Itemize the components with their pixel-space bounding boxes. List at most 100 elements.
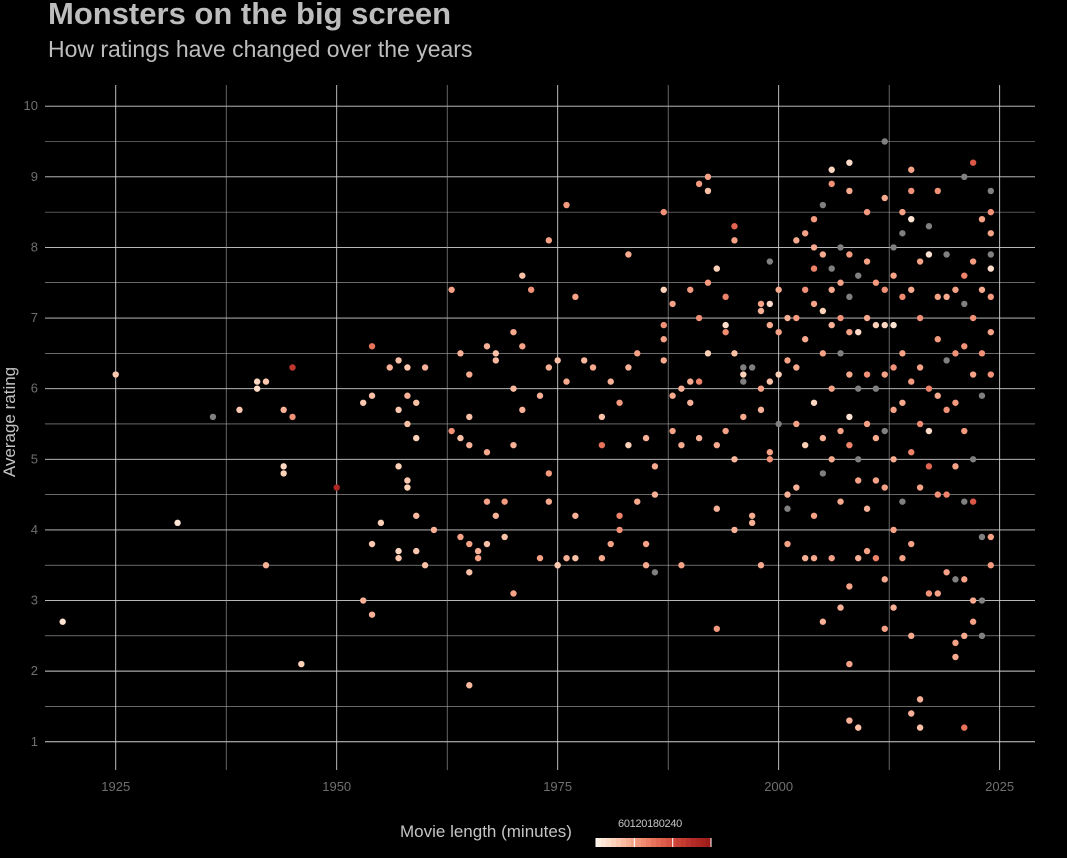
legend-color-step [631, 838, 637, 847]
data-point [448, 427, 455, 435]
data-point [899, 230, 906, 237]
data-point [828, 554, 835, 562]
data-point [890, 406, 897, 414]
data-point [660, 321, 667, 329]
legend-color-step [671, 838, 677, 847]
data-point [174, 519, 181, 527]
data-point [828, 180, 835, 188]
legend-color-bar [595, 838, 712, 847]
data-point [669, 427, 676, 435]
data-point [810, 300, 818, 308]
data-point [872, 279, 880, 286]
data-point [987, 533, 995, 541]
data-point [837, 244, 844, 251]
data-point [784, 357, 791, 364]
y-tick-label: 5 [31, 451, 38, 466]
data-point [855, 554, 862, 562]
data-point [863, 258, 871, 265]
data-point [748, 512, 756, 519]
data-point [881, 625, 888, 632]
data-point [395, 463, 402, 470]
data-point [916, 696, 924, 703]
data-point [466, 413, 473, 421]
data-point [810, 554, 818, 562]
data-point [669, 300, 676, 308]
data-point [934, 392, 941, 399]
data-point [925, 385, 933, 392]
legend-color-step [601, 838, 607, 847]
data-point [687, 399, 694, 406]
data-point [961, 724, 968, 731]
legend-color-step [676, 838, 682, 847]
data-point [634, 498, 641, 505]
data-point [987, 371, 995, 378]
data-point [492, 350, 500, 357]
data-point [704, 187, 712, 195]
data-point [360, 399, 367, 406]
data-point [563, 554, 570, 562]
data-point [925, 463, 933, 470]
data-point [695, 314, 703, 322]
data-point [943, 293, 950, 301]
data-point [625, 251, 632, 258]
data-point [952, 576, 959, 583]
data-point [457, 533, 464, 541]
data-point [934, 293, 941, 301]
data-point [916, 420, 924, 428]
data-point [704, 279, 712, 286]
data-point [642, 434, 650, 442]
data-point [837, 279, 844, 286]
y-tick-label: 3 [31, 593, 38, 608]
data-point [651, 569, 659, 576]
data-point [678, 562, 685, 569]
data-point [775, 420, 782, 428]
data-point [846, 717, 853, 724]
data-point [625, 364, 632, 371]
data-point [969, 258, 977, 265]
data-point [908, 378, 915, 385]
data-point [837, 427, 844, 435]
y-tick-label: 2 [31, 663, 38, 678]
data-point [722, 321, 729, 329]
data-point [510, 441, 517, 449]
data-point [846, 413, 853, 421]
data-point [466, 441, 473, 449]
data-point [510, 385, 517, 392]
data-point [793, 364, 800, 371]
data-point [881, 427, 888, 435]
data-point [545, 364, 553, 371]
legend-color-step [606, 838, 612, 847]
data-point [669, 392, 676, 399]
data-point [413, 434, 420, 442]
data-point [978, 350, 986, 357]
data-point [943, 357, 950, 364]
data-point [421, 562, 429, 569]
data-point [872, 321, 880, 329]
data-point [563, 378, 570, 385]
data-point [572, 512, 579, 519]
data-point [775, 328, 782, 336]
data-point [536, 392, 544, 399]
legend-color-step [611, 838, 617, 847]
data-point [748, 519, 756, 527]
y-tick-label: 10 [24, 98, 38, 113]
data-point [262, 562, 270, 569]
data-point [740, 371, 747, 378]
y-tick-label: 9 [31, 169, 38, 184]
data-point [280, 470, 287, 477]
data-point [298, 660, 305, 668]
data-point [793, 237, 800, 244]
legend-color-step [666, 838, 672, 847]
y-axis-title: Average rating [0, 367, 19, 477]
data-point [59, 618, 66, 625]
data-point [616, 526, 623, 534]
data-point [925, 590, 933, 597]
data-point [722, 293, 729, 301]
data-point [793, 420, 800, 428]
data-point [572, 293, 579, 301]
data-point [704, 173, 712, 181]
data-point [360, 597, 367, 604]
data-point [695, 434, 703, 442]
data-point [395, 547, 402, 555]
